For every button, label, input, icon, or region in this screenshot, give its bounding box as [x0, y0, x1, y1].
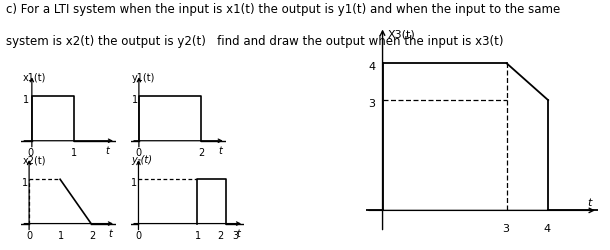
- Text: x2(t): x2(t): [23, 155, 46, 165]
- Text: 1: 1: [23, 94, 29, 104]
- Text: c) For a LTI system when the input is x1(t) the output is y1(t) and when the inp: c) For a LTI system when the input is x1…: [6, 2, 561, 16]
- Text: 2: 2: [89, 230, 95, 240]
- Text: t: t: [108, 228, 112, 238]
- Text: 0: 0: [136, 147, 142, 157]
- Text: 1: 1: [132, 94, 138, 104]
- Text: 3: 3: [502, 223, 509, 233]
- Text: 4: 4: [368, 62, 375, 72]
- Text: 1: 1: [71, 147, 77, 157]
- Text: X3(t): X3(t): [387, 30, 415, 40]
- Text: 4: 4: [543, 223, 550, 233]
- Text: 0: 0: [26, 230, 32, 240]
- Text: 2: 2: [218, 230, 224, 240]
- Text: y₂(t): y₂(t): [131, 155, 152, 165]
- Text: t: t: [218, 146, 222, 156]
- Text: 3: 3: [232, 230, 239, 240]
- Text: x1(t): x1(t): [23, 72, 46, 82]
- Text: 1: 1: [131, 177, 137, 187]
- Text: 0: 0: [27, 147, 34, 157]
- Text: system is x2(t) the output is y2(t)   find and draw the output when the input is: system is x2(t) the output is y2(t) find…: [6, 35, 504, 48]
- Text: t: t: [587, 197, 592, 207]
- Text: y1(t): y1(t): [132, 72, 156, 82]
- Text: 2: 2: [199, 147, 205, 157]
- Text: t: t: [106, 146, 109, 156]
- Text: 0: 0: [135, 230, 142, 240]
- Text: t: t: [237, 228, 240, 238]
- Text: 1: 1: [195, 230, 201, 240]
- Text: 1: 1: [58, 230, 64, 240]
- Text: 3: 3: [368, 98, 375, 108]
- Text: 1: 1: [23, 177, 29, 187]
